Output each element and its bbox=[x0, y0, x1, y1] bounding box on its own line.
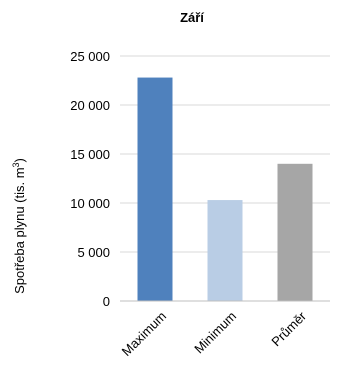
chart-title: Září bbox=[180, 10, 204, 25]
y-tick-label: 5 000 bbox=[77, 245, 110, 260]
bars bbox=[137, 77, 313, 301]
y-axis-label-close: ) bbox=[12, 158, 27, 162]
y-tick-label: 10 000 bbox=[70, 196, 110, 211]
y-tick-label: 15 000 bbox=[70, 147, 110, 162]
y-tick-label: 20 000 bbox=[70, 98, 110, 113]
y-axis-label-text: Spotřeba plynu (tis. m bbox=[12, 167, 27, 293]
y-tick-label: 25 000 bbox=[70, 49, 110, 64]
bar-maximum bbox=[137, 77, 173, 301]
x-category-label: Maximum bbox=[119, 309, 169, 359]
x-axis-categories: Maximum Minimum Průměr bbox=[119, 308, 310, 359]
x-category-label: Průměr bbox=[268, 308, 309, 349]
y-axis-label: Spotřeba plynu (tis. m3) bbox=[11, 158, 27, 294]
bar-průměr bbox=[277, 163, 313, 301]
bar-minimum bbox=[207, 200, 243, 301]
y-tick-label: 0 bbox=[103, 294, 110, 309]
y-axis-ticks: 0 5 000 10 000 15 000 20 000 25 000 bbox=[70, 49, 110, 309]
y-axis-label-sup: 3 bbox=[11, 162, 21, 167]
x-category-label: Minimum bbox=[191, 309, 239, 357]
